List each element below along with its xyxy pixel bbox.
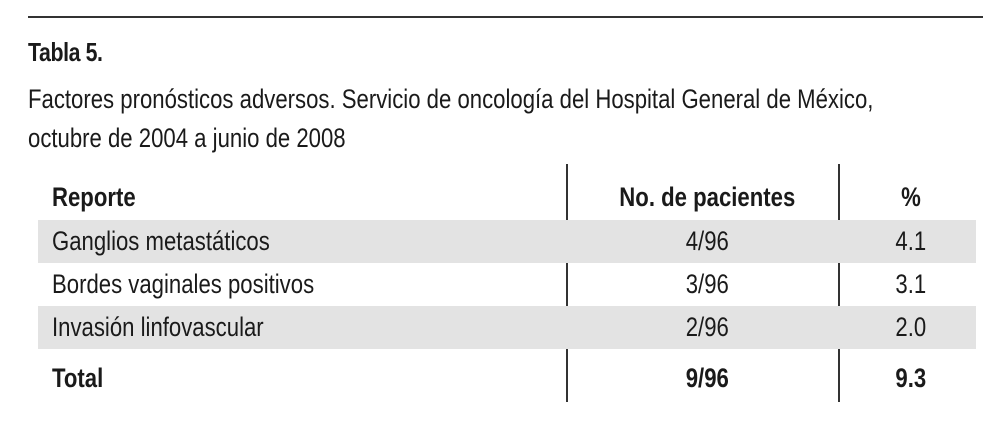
table-title: Tabla 5. — [28, 37, 103, 67]
table-total-row: Total 9/96 9.3 — [38, 349, 976, 407]
row-label: Invasión linfovascular — [52, 312, 264, 342]
table-caption: Factores pronósticos adversos. Servicio … — [28, 80, 979, 158]
row-percent: 3.1 — [895, 269, 927, 299]
table-row: Bordes vaginales positivos 3/96 3.1 — [38, 263, 976, 306]
row-label: Ganglios metastáticos — [52, 226, 270, 256]
top-rule — [28, 16, 983, 18]
column-divider-2 — [838, 164, 840, 402]
header-percent: % — [901, 181, 921, 212]
row-percent: 2.0 — [895, 312, 927, 342]
total-count: 9/96 — [685, 362, 729, 393]
row-percent: 4.1 — [895, 226, 927, 256]
table-row: Invasión linfovascular 2/96 2.0 — [38, 306, 976, 349]
total-label: Total — [52, 362, 104, 393]
table-row: Ganglios metastáticos 4/96 4.1 — [38, 220, 976, 263]
row-count: 2/96 — [685, 312, 729, 342]
column-divider-1 — [566, 164, 568, 402]
caption-line-1: Factores pronósticos adversos. Servicio … — [28, 84, 874, 114]
row-count: 3/96 — [685, 269, 729, 299]
header-no-pacientes: No. de pacientes — [619, 181, 795, 212]
table-header-row: Reporte No. de pacientes % — [38, 174, 976, 220]
data-table: Reporte No. de pacientes % Ganglios meta… — [38, 174, 976, 407]
caption-line-2: octubre de 2004 a junio de 2008 — [28, 123, 346, 153]
header-reporte: Reporte — [52, 181, 136, 212]
total-percent: 9.3 — [895, 362, 927, 393]
row-label: Bordes vaginales positivos — [52, 269, 315, 299]
row-count: 4/96 — [685, 226, 729, 256]
